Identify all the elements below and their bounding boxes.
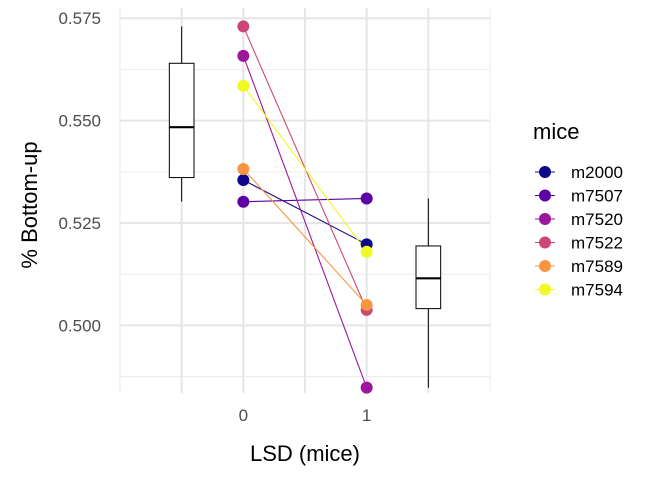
legend-item: m7589: [535, 257, 623, 276]
point-m7589: [237, 162, 250, 175]
legend-label: m7520: [571, 210, 623, 229]
point-m2000: [237, 174, 250, 187]
y-tick-label: 0.525: [58, 214, 101, 233]
legend-label: m7589: [571, 257, 623, 276]
y-tick-label: 0.575: [58, 9, 101, 28]
series-line-m7507: [243, 197, 367, 203]
x-axis-title: LSD (mice): [250, 441, 360, 466]
point-m7520: [360, 381, 373, 394]
y-tick-labels: 0.500 0.525 0.550 0.575: [58, 9, 101, 335]
legend-item: m2000: [535, 163, 623, 182]
point-m7589: [360, 298, 373, 311]
legend-title: mice: [533, 119, 579, 144]
point-m7507: [237, 195, 250, 208]
series-line-m7520: [242, 55, 368, 388]
boxplot-box: [168, 62, 195, 179]
y-tick-label: 0.550: [58, 112, 101, 131]
point-m7594: [360, 245, 373, 258]
legend-item: m7594: [535, 281, 623, 300]
x-tick-label: 1: [362, 406, 371, 425]
legend-item: m7522: [535, 234, 623, 253]
legend-key-point: [539, 236, 551, 249]
x-tick-label: 0: [239, 406, 248, 425]
legend: mice m2000 m7507 m7520 m7522 m7589 m7594: [533, 119, 623, 300]
legend-key-point: [539, 166, 551, 178]
boxplot: [168, 26, 195, 202]
series-line-m7589: [242, 168, 368, 306]
boxplots: [168, 26, 442, 388]
series-line-m2000: [243, 179, 367, 245]
series-lines: [242, 26, 368, 388]
legend-key-point: [539, 189, 551, 202]
y-tick-label: 0.500: [58, 316, 101, 335]
legend-label: m7594: [571, 281, 623, 300]
point-m7520: [237, 49, 250, 62]
series-line-m7594: [242, 85, 368, 253]
point-m7594: [237, 79, 250, 92]
y-axis-title: % Bottom-up: [17, 141, 42, 268]
boxplot: [415, 198, 442, 388]
legend-item: m7520: [535, 210, 623, 229]
point-m7507: [360, 192, 373, 205]
legend-label: m7507: [571, 187, 623, 206]
legend-key-point: [539, 283, 551, 296]
legend-label: m7522: [571, 234, 623, 253]
legend-label: m2000: [571, 163, 623, 182]
legend-key-point: [539, 260, 551, 272]
legend-key-point: [539, 213, 551, 225]
legend-item: m7507: [535, 187, 623, 206]
point-m7522: [237, 20, 250, 33]
series-points: [237, 20, 373, 394]
